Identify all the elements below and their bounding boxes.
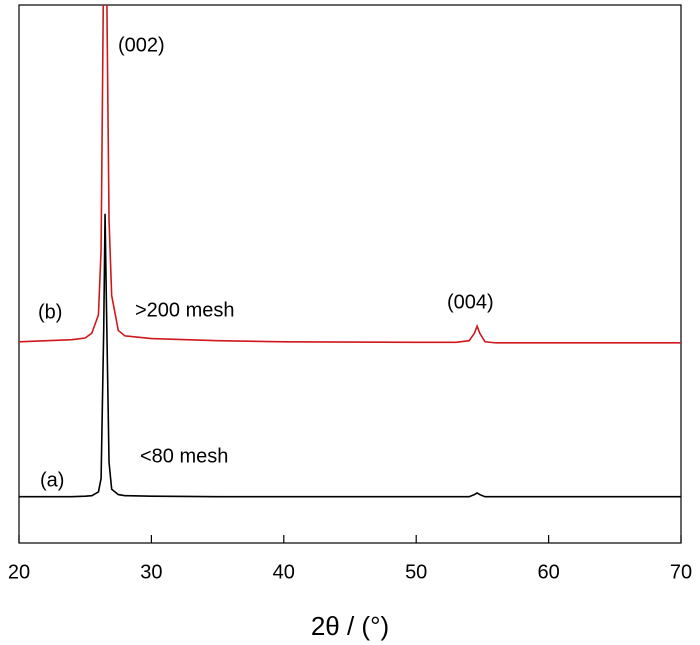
annotation: (002) bbox=[118, 34, 165, 56]
x-tick-label: 40 bbox=[273, 561, 295, 583]
plot-frame bbox=[18, 4, 682, 544]
data-line bbox=[19, 5, 681, 344]
annotation: (a) bbox=[40, 469, 64, 491]
annotation: (004) bbox=[447, 291, 494, 313]
annotation: <80 mesh bbox=[140, 445, 228, 467]
data-line bbox=[19, 213, 681, 498]
x-tick-label: 30 bbox=[140, 561, 162, 583]
plot-area bbox=[19, 5, 681, 498]
x-tick-label: 50 bbox=[405, 561, 427, 583]
x-tick-label: 60 bbox=[537, 561, 559, 583]
x-tick-label: 70 bbox=[670, 561, 692, 583]
annotation: >200 mesh bbox=[135, 299, 235, 321]
x-tick-label: 20 bbox=[8, 561, 30, 583]
x-axis-label: 2θ / (°) bbox=[311, 611, 389, 641]
annotation: (b) bbox=[38, 301, 62, 323]
